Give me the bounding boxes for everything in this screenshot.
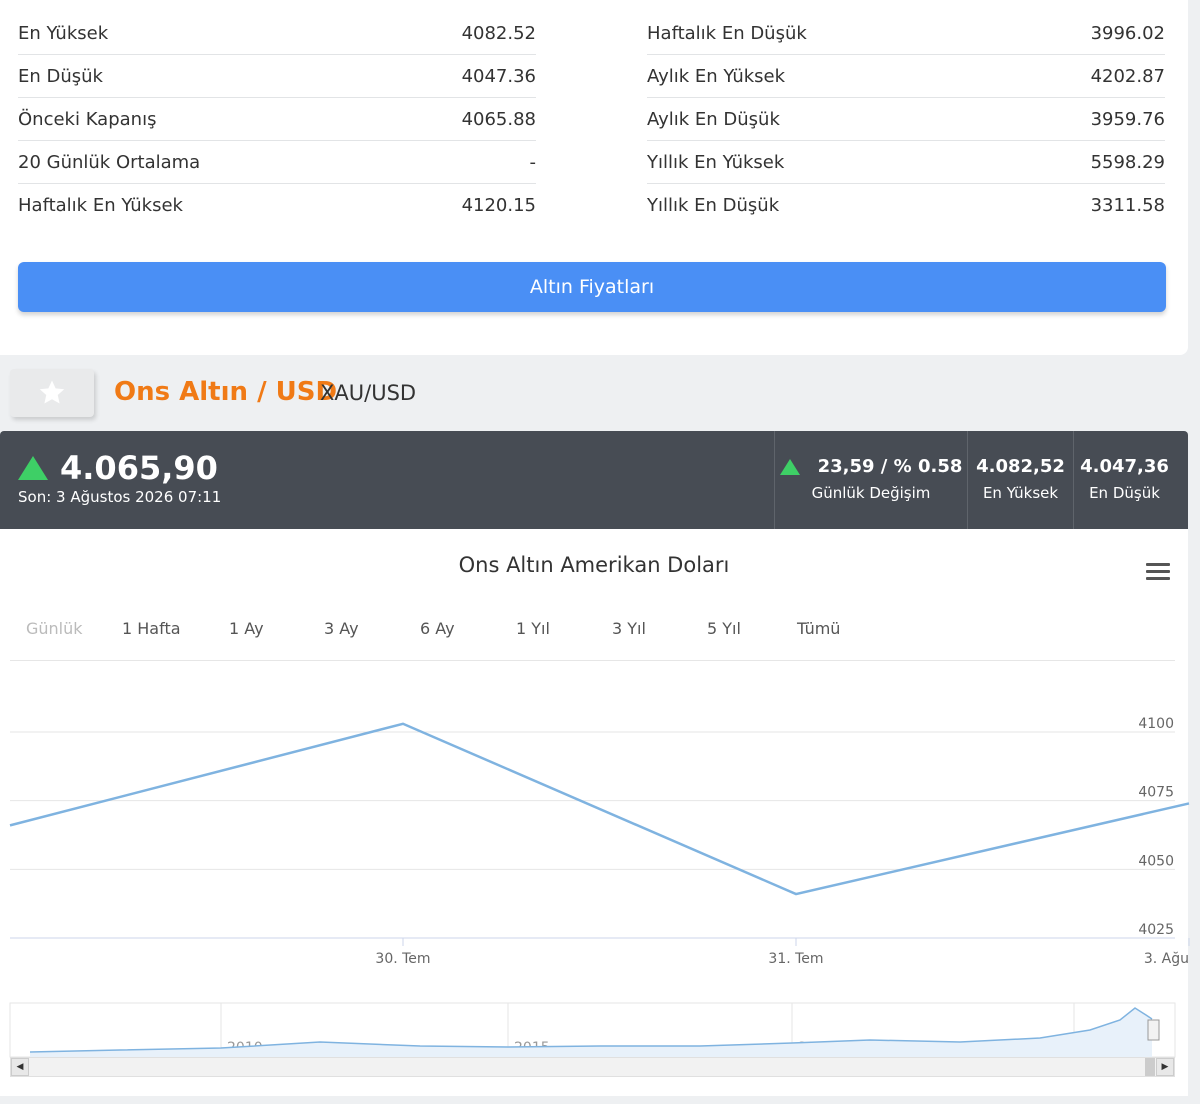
stat-row: Haftalık En Düşük 3996.02 [647, 12, 1165, 55]
day-low-label: En Düşük [1089, 484, 1160, 502]
stat-value: 3959.76 [1090, 108, 1165, 130]
daily-change-value-row: 23,59 / % 0.58 [775, 456, 967, 477]
range-1-month[interactable]: 1 Ay [229, 619, 264, 638]
stats-column-left: En Yüksek 4082.52 En Düşük 4047.36 Önceki … [18, 12, 536, 227]
arrow-up-icon [779, 458, 800, 475]
range-daily[interactable]: Günlük [26, 619, 83, 638]
stat-label: Aylık En Düşük [647, 108, 780, 130]
price-main: 4.065,90 [18, 449, 218, 487]
day-high-value: 4.082,52 [976, 456, 1065, 477]
chart-panel: Ons Altın Amerikan Doları Günlük 1 Hafta… [0, 529, 1188, 1096]
scrollbar-thumb[interactable] [1145, 1058, 1155, 1076]
stat-label: Aylık En Yüksek [647, 65, 786, 87]
range-1-week[interactable]: 1 Hafta [122, 619, 181, 638]
stat-row: Yıllık En Düşük 3311.58 [647, 184, 1165, 227]
range-5-years[interactable]: 5 Yıl [707, 619, 741, 638]
instrument-symbol: XAU/USD [320, 381, 417, 405]
stat-row: Yıllık En Yüksek 5598.29 [647, 141, 1165, 184]
stat-row: Önceki Kapanış 4065.88 [18, 98, 536, 141]
daily-change-value: 23,59 / % 0.58 [817, 456, 963, 477]
stat-label: Yıllık En Düşük [647, 195, 780, 216]
stat-label: Önceki Kapanış [18, 108, 157, 130]
chart-title: Ons Altın Amerikan Doları [458, 553, 730, 577]
range-3-months[interactable]: 3 Ay [324, 619, 359, 638]
stat-label: Haftalık En Düşük [647, 22, 807, 44]
stat-value: 4082.52 [461, 22, 536, 44]
stat-label: En Yüksek [18, 22, 109, 44]
range-1-year[interactable]: 1 Yıl [516, 619, 550, 638]
stat-label: En Düşük [18, 65, 103, 87]
stat-value: 4065.88 [461, 108, 536, 130]
range-3-years[interactable]: 3 Yıl [612, 619, 646, 638]
stat-value: 4047.36 [461, 65, 536, 87]
stat-row: Aylık En Düşük 3959.76 [647, 98, 1165, 141]
last-update: Son: 3 Ağustos 2026 07:11 [18, 488, 222, 506]
range-6-months[interactable]: 6 Ay [420, 619, 455, 638]
stat-value: 4120.15 [461, 195, 536, 216]
gold-prices-button[interactable]: Altın Fiyatları [18, 262, 1166, 312]
stat-row: Aylık En Yüksek 4202.87 [647, 55, 1165, 98]
stat-value: - [529, 151, 537, 173]
day-low-value: 4.047,36 [1080, 456, 1169, 477]
stats-card: En Yüksek 4082.52 En Düşük 4047.36 Önceki … [0, 0, 1188, 355]
stat-row: Haftalık En Yüksek 4120.15 [18, 184, 536, 227]
stat-row: 20 Günlük Ortalama - [18, 141, 536, 184]
stat-row: En Düşük 4047.36 [18, 55, 536, 98]
stat-label: 20 Günlük Ortalama [18, 151, 201, 173]
stat-row: En Yüksek 4082.52 [18, 12, 536, 55]
star-icon [39, 380, 65, 404]
day-high-cell: 4.082,52 En Yüksek [967, 431, 1073, 529]
stat-value: 3996.02 [1090, 22, 1165, 44]
day-low-cell: 4.047,36 En Düşük [1073, 431, 1175, 529]
stats-column-right: Haftalık En Düşük 3996.02 Aylık En Yüksek… [647, 12, 1165, 227]
range-all[interactable]: Tümü [797, 619, 841, 638]
favorite-button[interactable] [10, 369, 94, 417]
current-price: 4.065,90 [60, 449, 218, 487]
navigator-scrollbar[interactable]: ◀ ▶ [10, 1057, 1175, 1077]
day-high-label: En Yüksek [982, 484, 1059, 502]
stat-label: Yıllık En Yüksek [647, 151, 785, 173]
hamburger-menu-icon[interactable] [1146, 563, 1170, 583]
price-bar: 4.065,90 Son: 3 Ağustos 2026 07:11 23,59… [0, 431, 1188, 529]
daily-change-cell: 23,59 / % 0.58 Günlük Değişim [774, 431, 967, 529]
stat-value: 3311.58 [1090, 195, 1165, 216]
stat-value: 5598.29 [1090, 151, 1165, 173]
instrument-title: Ons Altın / USD [114, 377, 338, 407]
daily-change-label: Günlük Değişim [811, 484, 931, 502]
scroll-right-arrow-icon[interactable]: ▶ [1156, 1058, 1174, 1076]
scroll-left-arrow-icon[interactable]: ◀ [11, 1058, 29, 1076]
stat-value: 4202.87 [1090, 65, 1165, 87]
instrument-header: Ons Altın / USD XAU/USD [0, 355, 1200, 431]
stat-label: Haftalık En Yüksek [18, 195, 183, 216]
range-separator [10, 660, 1175, 661]
arrow-up-icon [18, 456, 48, 480]
